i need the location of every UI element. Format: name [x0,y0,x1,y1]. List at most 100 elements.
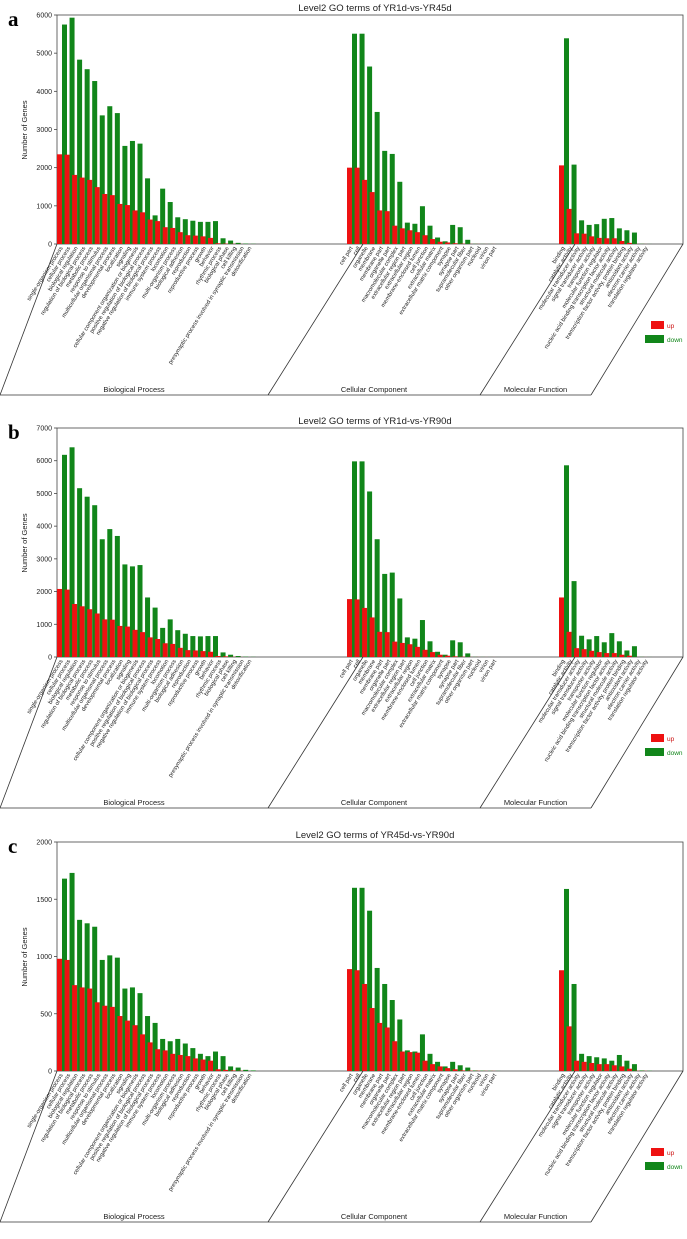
bar-down [404,222,410,244]
bar-up [132,210,138,244]
bar-down [601,642,607,657]
bar-up [392,225,398,244]
bar-down [571,983,577,1071]
bar-down [152,607,158,657]
bar-up [377,631,383,657]
bar-up [354,599,360,657]
section-label-mf: Molecular Function [504,798,567,807]
bar-up [223,656,229,657]
y-tick-label: 5000 [36,51,52,58]
bar-down [359,33,365,245]
section-label-cc: Cellular Component [341,385,408,394]
section-label-cc: Cellular Component [341,798,408,807]
bar-up [384,1027,390,1071]
bar-down [213,1051,218,1071]
bar-up [102,194,108,244]
bar-down [571,581,577,657]
bar-down [412,1051,418,1071]
bar-down [220,652,226,657]
bar-up [124,205,130,244]
y-tick-label: 4000 [36,89,52,96]
bar-up [422,1060,428,1071]
bar-up [399,228,405,244]
section-divider [479,1070,576,1223]
bar-up [604,238,610,244]
bar-up [362,607,368,657]
bar-down [564,38,569,245]
bar-up [596,652,602,657]
y-tick-label: 5000 [36,491,52,498]
bar-up [619,240,625,244]
bar-up [581,233,587,244]
bar-down [228,654,234,657]
go-chart-panel-c: c Level2 GO terms of YR45d-vs-YR90d 0 500 10… [0,827,687,1239]
bar-up [185,650,191,657]
bar-up [452,1069,458,1071]
y-axis-label: Number of Genes [20,100,29,159]
bar-down [220,1056,226,1071]
bar-up [581,1061,587,1071]
bar-up [589,1062,595,1071]
bar-down [160,188,166,244]
bar-up [140,632,146,657]
category-label: cell [353,1073,363,1084]
section-label-mf: Molecular Function [504,1212,567,1221]
bar-down [442,1066,448,1071]
bar-up [347,167,352,244]
legend-swatch-up [651,1148,664,1156]
bar-up [72,174,78,244]
bar-down [114,113,120,244]
bar-up [72,604,78,657]
legend-swatch-down [645,335,664,343]
bar-up [414,646,420,657]
bar-down [145,597,151,657]
bar-up [589,236,595,244]
bar-down [616,641,622,657]
bar-up [215,1069,221,1071]
legend-swatch-down [645,748,664,756]
bar-down [450,1061,456,1071]
bar-up [79,987,85,1071]
chart-title: Level2 GO terms of YR45d-vs-YR90d [296,830,455,841]
legend-label-up: up [667,736,675,743]
bar-up [611,653,617,657]
bar-down [412,638,418,657]
bar-up [124,626,130,657]
bar-up [132,1025,138,1071]
bar-down [107,955,113,1071]
bar-up [437,241,443,244]
bar-up [57,588,62,657]
bar-up [362,983,368,1071]
bar-down [92,81,98,244]
bar-down [62,24,67,244]
bar-down [92,926,98,1071]
bar-up [72,985,78,1071]
bar-up [79,606,85,657]
bar-up [215,656,221,657]
y-tick-label: 2000 [36,165,52,172]
bar-down [190,636,196,657]
bar-up [94,187,100,244]
bar-up [581,649,587,657]
bar-down [167,202,173,244]
bar-down [145,178,151,244]
bar-up [452,656,458,657]
bar-down [228,1066,234,1071]
bar-down [213,221,218,244]
bar-up [460,1070,466,1071]
bar-up [185,235,191,244]
y-tick-label: 0 [48,242,52,249]
category-label: cell part [339,246,355,267]
bar-down [601,1058,607,1071]
bar-down [435,1061,441,1071]
category-label: cell part [339,659,355,680]
section-label-cc: Cellular Component [341,1212,408,1221]
bar-down [631,646,637,657]
bar-down [137,993,143,1071]
bar-down [624,650,630,657]
bar-down [167,619,173,657]
bar-down [190,1048,196,1071]
bar-up [430,652,436,657]
bar-down [624,1060,630,1071]
legend-label-up: up [667,1150,675,1157]
